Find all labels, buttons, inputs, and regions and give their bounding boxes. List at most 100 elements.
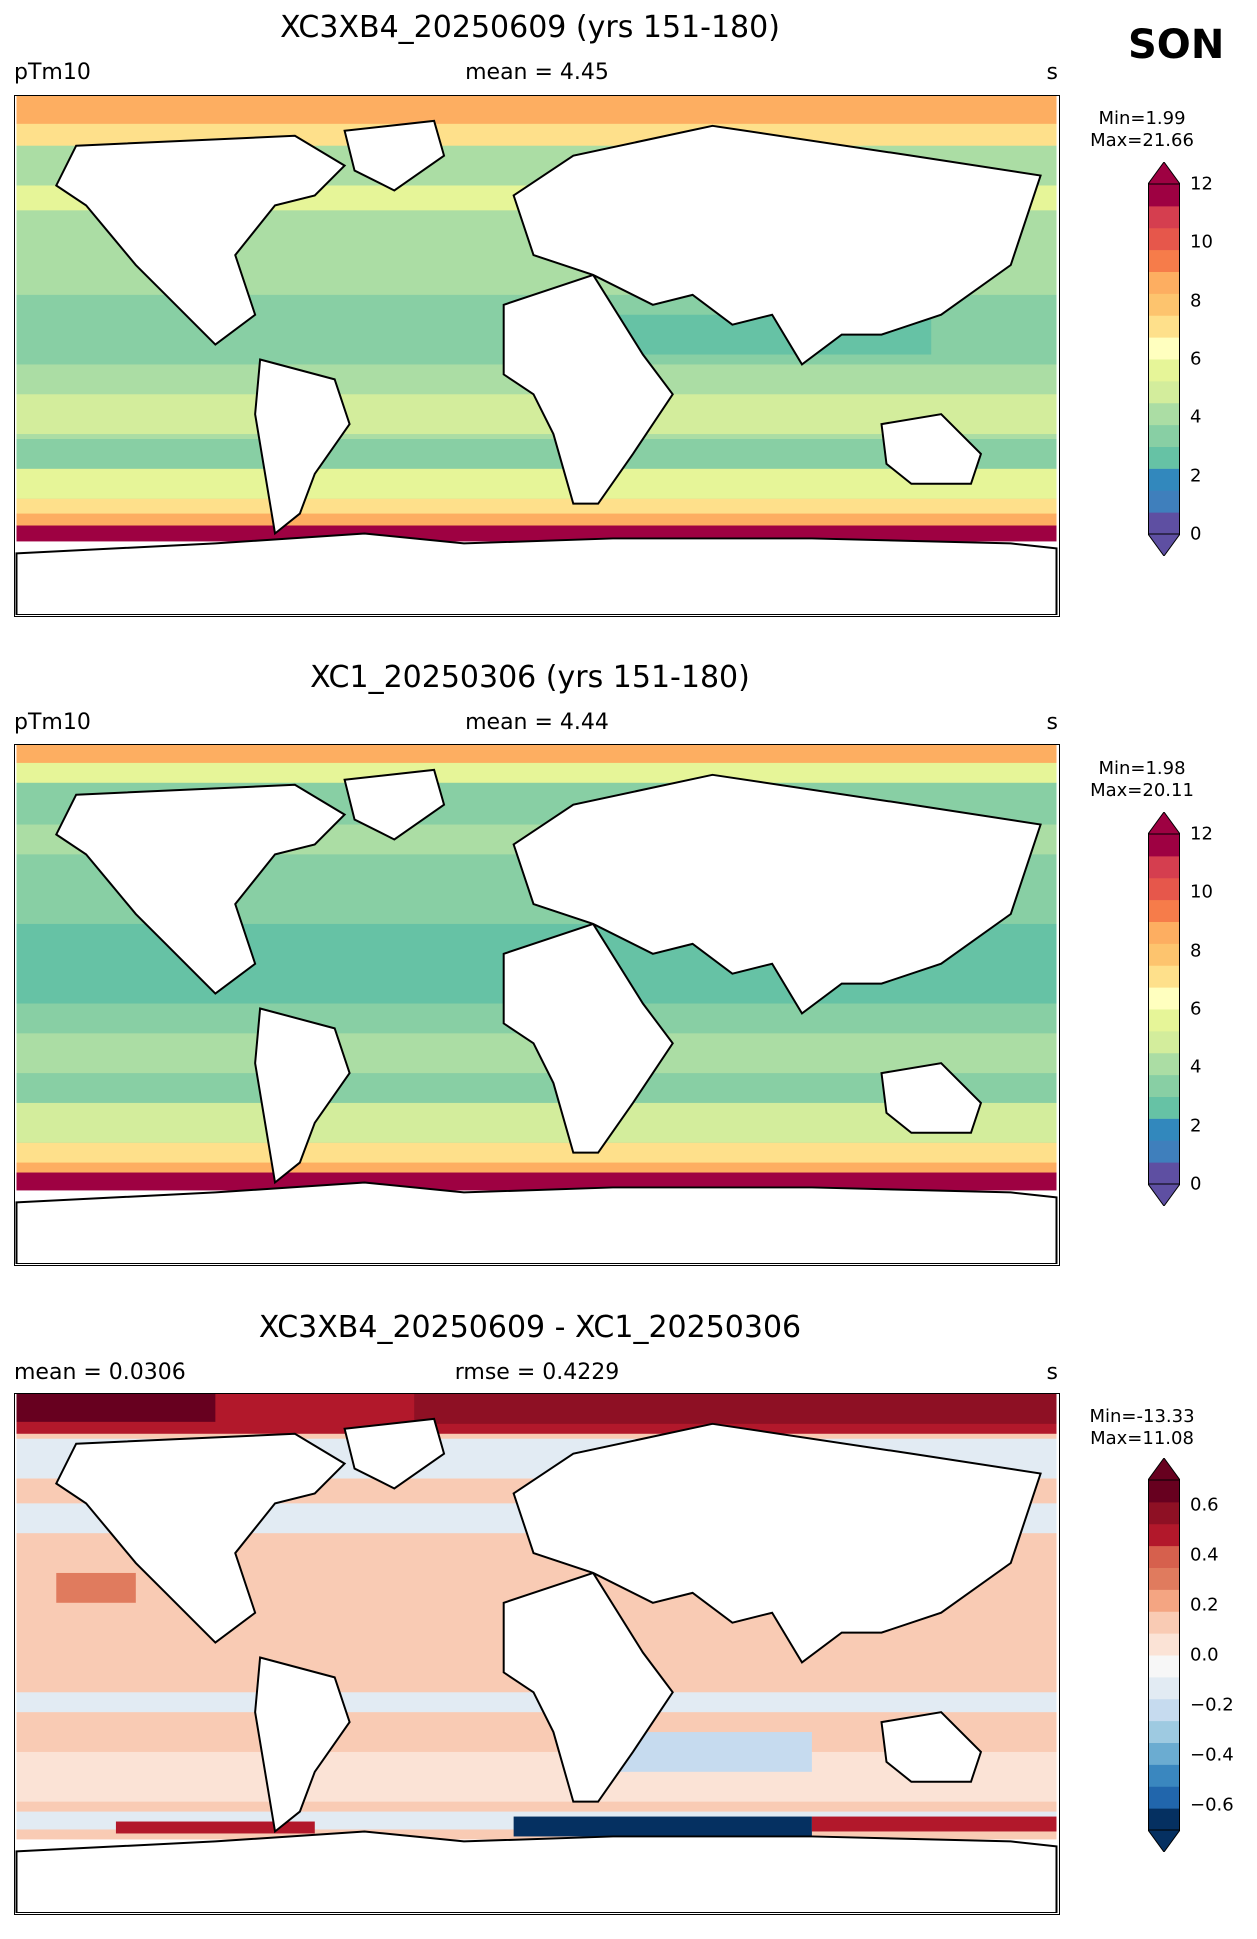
colorbar-step [1148, 1096, 1180, 1119]
panel-2-title: XC1_20250306 (yrs 151-180) [310, 660, 750, 695]
colorbar-step [1148, 1698, 1180, 1722]
australia [880, 413, 983, 485]
colorbar-extend-min [1147, 533, 1181, 557]
panel-2-map-svg [15, 745, 1058, 1264]
colorbar-step [1148, 512, 1180, 535]
colorbar-tick-label: 10 [1190, 231, 1213, 253]
panel-2-map [14, 744, 1060, 1266]
colorbar-tick-label: 0.2 [1190, 1594, 1219, 1616]
colorbar-step [1148, 205, 1180, 229]
colorbar-tick-label: 12 [1190, 823, 1213, 845]
colorbar-tick-label: 8 [1190, 940, 1202, 962]
colorbar-step [1148, 1786, 1180, 1809]
panel-1-mean-label: mean = 4.45 [465, 60, 609, 85]
colorbar-step [1148, 293, 1180, 316]
panel-3-title: XC3XB4_20250609 - XC1_20250306 [258, 1310, 802, 1345]
colorbar-step [1148, 877, 1180, 901]
colorbar-tick-label: 2 [1190, 465, 1202, 487]
colorbar-step [1148, 249, 1180, 272]
colorbar-step [1148, 834, 1180, 857]
colorbar-step [1148, 1567, 1180, 1590]
colorbar-step [1148, 1052, 1180, 1076]
panel-2-max: Max=20.11 [1090, 780, 1194, 801]
colorbar-step [1148, 1501, 1180, 1525]
colorbar-step [1148, 1655, 1180, 1678]
panel-2-units-label: s [1046, 710, 1058, 735]
colorbar-extend-max [1147, 811, 1181, 835]
colorbar-extend-min [1147, 1183, 1181, 1207]
panel-1-map [14, 95, 1060, 617]
colorbar-step [1148, 987, 1180, 1010]
colorbar-svg [1147, 811, 1181, 1207]
colorbar-step [1148, 1140, 1180, 1163]
colorbar-step [1148, 337, 1180, 360]
colorbar-step [1148, 359, 1180, 382]
colorbar-step [1148, 227, 1180, 251]
colorbar-tick-label: 0 [1190, 523, 1202, 545]
colorbar-step [1148, 1720, 1180, 1743]
season-label: SON [1128, 22, 1225, 68]
colorbar-step [1148, 490, 1180, 513]
colorbar-step [1148, 1030, 1180, 1054]
panel-3-mean-label: mean = 0.0306 [14, 1360, 186, 1385]
colorbar-tick-label: −0.4 [1190, 1744, 1234, 1766]
colorbar-extend-max [1147, 1457, 1181, 1481]
colorbar-step [1148, 1611, 1180, 1634]
colorbar-tick-label: 8 [1190, 290, 1202, 312]
colorbar-step [1148, 315, 1180, 338]
panel-3-colorbar [1147, 1457, 1181, 1853]
colorbar-step [1148, 1808, 1180, 1831]
colorbar-step [1148, 1162, 1180, 1185]
colorbar-step [1148, 965, 1180, 988]
panel-1-map-svg [15, 96, 1058, 615]
panel-3-rmse-label: rmse = 0.4229 [454, 1360, 620, 1385]
colorbar-tick-label: −0.2 [1190, 1694, 1234, 1716]
panel-1-min: Min=1.99 [1098, 108, 1186, 129]
colorbar-step [1148, 184, 1180, 207]
south-america [254, 358, 351, 536]
colorbar-svg [1147, 1457, 1181, 1853]
colorbar-step [1148, 855, 1180, 879]
colorbar-tick-label: 0.0 [1190, 1644, 1219, 1666]
colorbar-step [1148, 1545, 1180, 1568]
colorbar-step [1148, 1118, 1180, 1141]
panel-1-units-label: s [1046, 60, 1058, 85]
panel-2-colorbar [1147, 811, 1181, 1207]
colorbar-tick-label: 6 [1190, 348, 1202, 370]
colorbar-step [1148, 446, 1180, 469]
colorbar-tick-label: 12 [1190, 173, 1213, 195]
colorbar-extend-min [1147, 1829, 1181, 1853]
colorbar-tick-label: −0.6 [1190, 1794, 1234, 1816]
greenland [343, 119, 446, 192]
panel-1-title: XC3XB4_20250609 (yrs 151-180) [280, 10, 780, 45]
colorbar-svg [1147, 161, 1181, 557]
antarctica [15, 532, 1058, 615]
panel-1-variable-label: pTm10 [14, 60, 91, 85]
panel-2-min: Min=1.98 [1098, 758, 1186, 779]
colorbar-tick-label: 0 [1190, 1173, 1202, 1195]
colorbar-step [1148, 271, 1180, 294]
panel-1-colorbar [1147, 161, 1181, 557]
panel-3-units-label: s [1046, 1360, 1058, 1385]
panel-3-map-svg [15, 1394, 1058, 1913]
colorbar-step [1148, 1480, 1180, 1503]
colorbar-tick-label: 0.4 [1190, 1544, 1219, 1566]
colorbar-step [1148, 402, 1180, 426]
colorbar-tick-label: 10 [1190, 881, 1213, 903]
colorbar-step [1148, 1676, 1180, 1700]
colorbar-step [1148, 468, 1180, 491]
colorbar-extend-max [1147, 161, 1181, 185]
panel-3-min: Min=-13.33 [1089, 1406, 1195, 1427]
colorbar-step [1148, 1589, 1180, 1612]
colorbar-step [1148, 1523, 1180, 1547]
colorbar-step [1148, 1074, 1180, 1097]
colorbar-step [1148, 943, 1180, 966]
south-band-3 [16, 468, 1057, 499]
colorbar-step [1148, 899, 1180, 922]
colorbar-tick-label: 6 [1190, 998, 1202, 1020]
colorbar-step [1148, 380, 1180, 404]
colorbar-tick-label: 0.6 [1190, 1494, 1219, 1516]
colorbar-tick-label: 4 [1190, 1056, 1202, 1078]
colorbar-tick-label: 4 [1190, 406, 1202, 428]
panel-3-max: Max=11.08 [1090, 1428, 1194, 1449]
